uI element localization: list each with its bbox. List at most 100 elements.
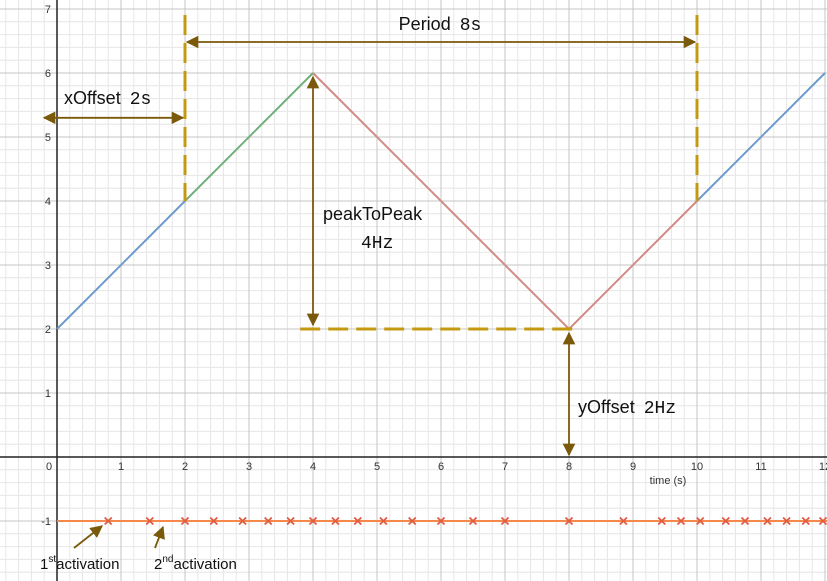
first-activation-sup: st — [48, 554, 56, 565]
activation-marker — [238, 516, 247, 526]
x-offset-value: 2s — [130, 90, 152, 110]
y-tick-label: 6 — [45, 68, 51, 80]
annotation-guides — [42, 15, 699, 549]
activation-marker-stroke — [264, 516, 273, 526]
y-tick-label: 5 — [45, 132, 51, 144]
x-tick-label: 4 — [310, 461, 316, 473]
x-tick-label: 6 — [438, 461, 444, 473]
activation-marker-stroke — [676, 516, 686, 526]
activation-marker — [104, 516, 113, 526]
x-tick-label: 2 — [182, 461, 188, 473]
activation-marker — [468, 516, 478, 526]
period-value: 8s — [460, 16, 482, 36]
activation-marker-stroke — [818, 516, 827, 526]
activation-marker-stroke — [801, 516, 810, 526]
activation-marker — [801, 516, 810, 526]
peak-to-peak-label: peakToPeak — [323, 204, 423, 224]
y-offset-annotation: yOffset 2Hz — [578, 397, 676, 419]
activation-marker — [180, 516, 190, 526]
first-activation-label: 1stactivation — [40, 554, 120, 573]
activation-marker — [500, 516, 510, 526]
activation-marker — [818, 516, 827, 526]
activation-marker-stroke — [286, 516, 295, 526]
period-label: Period — [399, 14, 451, 34]
y-tick-label: 4 — [45, 196, 51, 208]
second-activation-arrow — [153, 525, 165, 549]
activation-marker — [408, 516, 417, 526]
activation-marker-stroke — [308, 516, 318, 526]
activation-marker — [619, 516, 628, 526]
y-tick-label: 3 — [45, 260, 51, 272]
x-tick-label: 7 — [502, 461, 508, 473]
x-axis-label: time (s) — [650, 475, 687, 487]
y-tick-label: -1 — [41, 516, 51, 528]
activation-marker-stroke — [500, 516, 510, 526]
activation-marker — [379, 516, 388, 526]
activation-marker-stroke — [721, 516, 730, 526]
activation-marker — [436, 516, 446, 526]
x-tick-label: 9 — [630, 461, 636, 473]
first-activation-text: activation — [56, 556, 119, 573]
activation-marker — [696, 516, 705, 526]
activation-marker-stroke — [436, 516, 446, 526]
activation-marker — [353, 516, 362, 526]
first-activation-num: 1 — [40, 556, 48, 573]
x-tick-label: 8 — [566, 461, 572, 473]
activation-marker — [763, 516, 772, 526]
activation-marker — [286, 516, 295, 526]
x-tick-label: 3 — [246, 461, 252, 473]
activation-marker — [264, 516, 273, 526]
period-annotation: Period 8s — [399, 14, 482, 36]
y-offset-label: yOffset — [578, 397, 635, 417]
series-line — [696, 72, 826, 202]
activation-marker-stroke — [238, 516, 247, 526]
activation-marker-stroke — [696, 516, 705, 526]
activation-marker — [740, 516, 750, 526]
activation-marker — [676, 516, 686, 526]
activation-marker — [657, 516, 666, 526]
activation-marker — [721, 516, 730, 526]
second-activation-sup: nd — [162, 554, 173, 565]
activation-marker-stroke — [180, 516, 190, 526]
y-offset-value: 2Hz — [644, 399, 676, 419]
second-activation-num: 2 — [154, 556, 162, 573]
activation-marker-stroke — [782, 516, 791, 526]
x-tick-label: 5 — [374, 461, 380, 473]
activation-marker-stroke — [379, 516, 388, 526]
activation-marker — [331, 516, 340, 526]
activation-marker — [564, 516, 574, 526]
x-tick-label: 12 — [819, 461, 827, 473]
x-tick-label: 11 — [755, 461, 766, 473]
activation-marker-stroke — [104, 516, 113, 526]
activation-marker-stroke — [468, 516, 478, 526]
peak-to-peak-value: 4Hz — [361, 234, 393, 254]
activation-marker-stroke — [763, 516, 772, 526]
activation-marker-stroke — [657, 516, 666, 526]
y-tick-label: 1 — [45, 388, 51, 400]
activation-marker — [209, 516, 218, 526]
activation-marker — [145, 516, 154, 526]
x-tick-label: 10 — [691, 461, 703, 473]
x-tick-label: 0 — [46, 461, 52, 473]
y-tick-label: 7 — [45, 4, 51, 16]
x-offset-label: xOffset — [64, 88, 121, 108]
activation-marker-stroke — [408, 516, 417, 526]
activation-marker — [308, 516, 318, 526]
activation-marker-stroke — [145, 516, 154, 526]
activation-marker-stroke — [564, 516, 574, 526]
activation-marker-stroke — [353, 516, 362, 526]
x-offset-annotation: xOffset 2s — [64, 88, 151, 110]
second-activation-text: activation — [173, 556, 236, 573]
activation-marker-stroke — [740, 516, 750, 526]
x-tick-label: 1 — [118, 461, 124, 473]
activation-marker-stroke — [331, 516, 340, 526]
series-line — [184, 72, 314, 202]
first-activation-arrow — [73, 525, 103, 549]
activation-line-group — [57, 516, 827, 526]
y-tick-label: 2 — [45, 324, 51, 336]
series-line — [56, 200, 186, 330]
